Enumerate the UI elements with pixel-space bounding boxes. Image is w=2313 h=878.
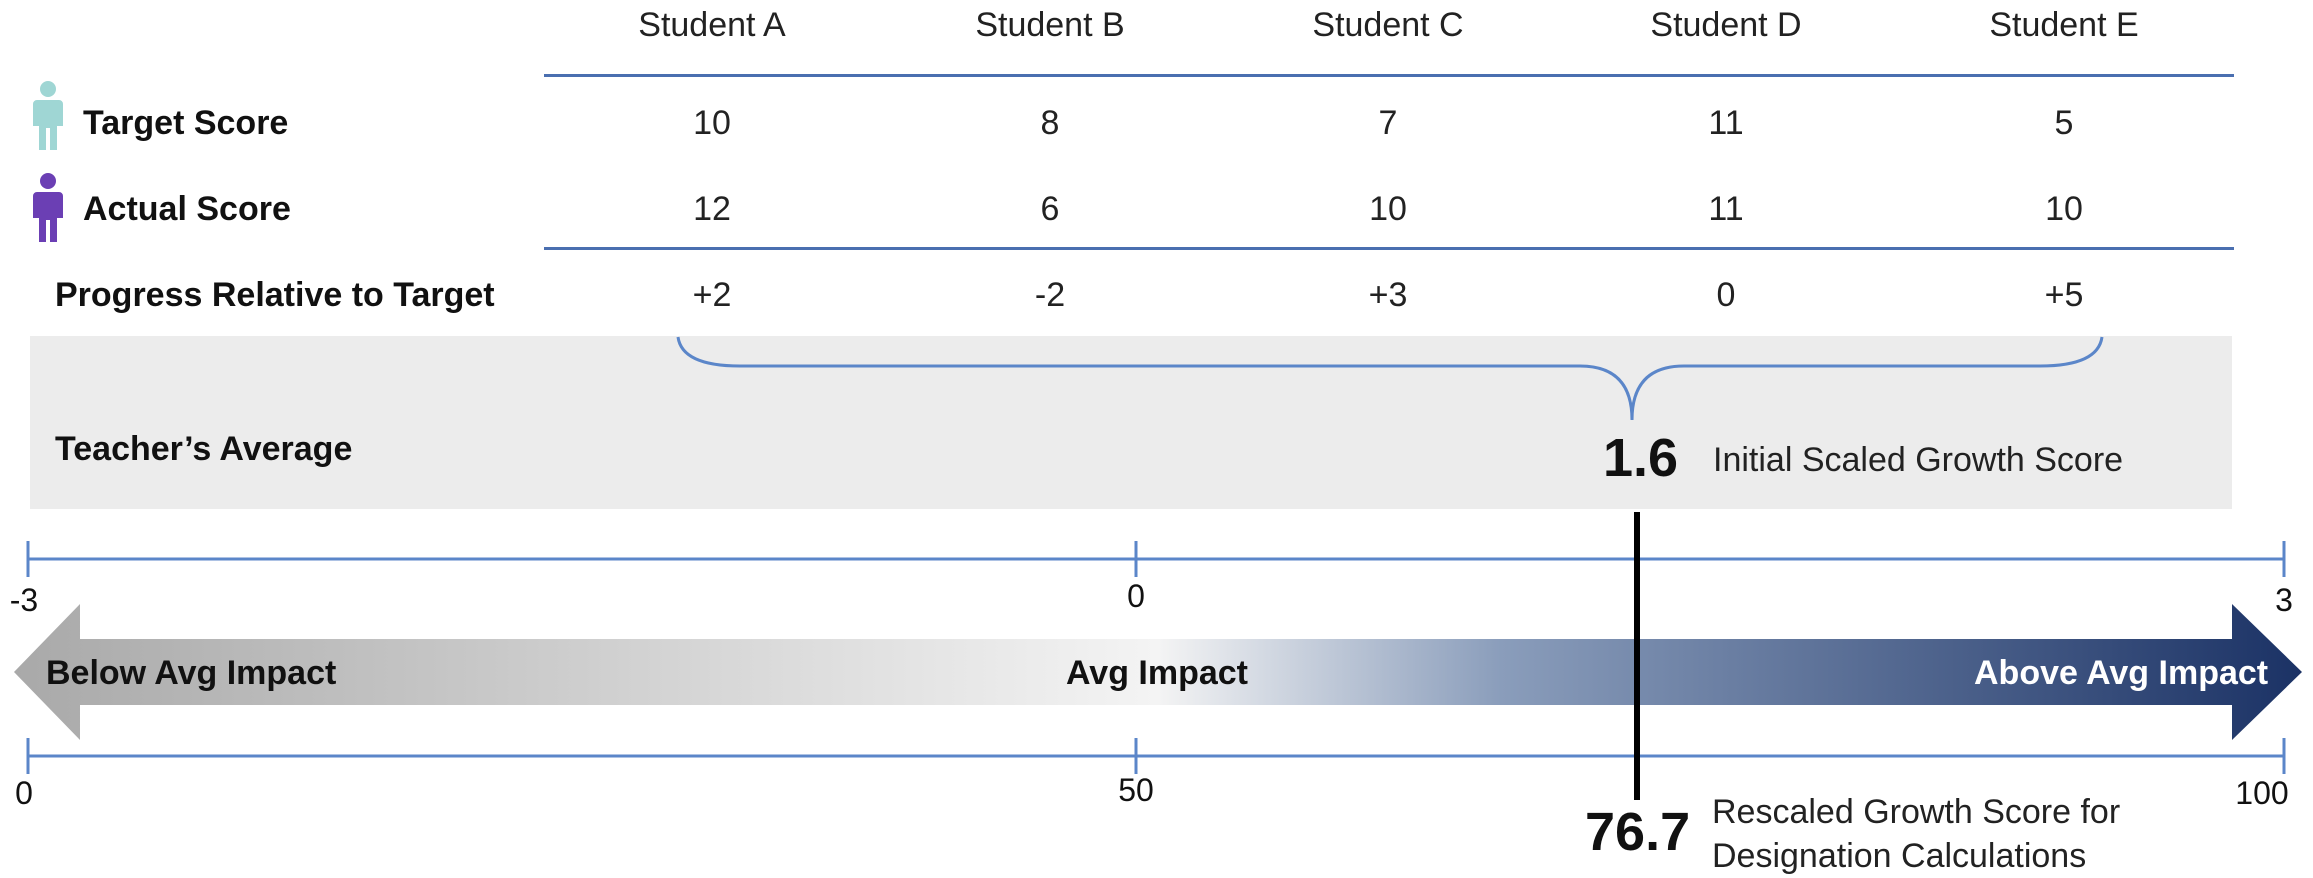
- actual-score-c: 10: [1369, 190, 1407, 228]
- column-header-student-e: Student E: [1989, 6, 2139, 44]
- target-score-label: Target Score: [83, 104, 289, 142]
- progress-d: 0: [1716, 276, 1736, 314]
- actual-score-e: 10: [2045, 190, 2083, 228]
- rescaled-score-value: 76.7: [1585, 802, 1691, 862]
- person-icon: [33, 81, 63, 150]
- top-scale-min-label: -3: [9, 582, 39, 618]
- header-rule: [544, 74, 2234, 77]
- actual-score-label: Actual Score: [83, 190, 291, 228]
- column-header-student-d: Student D: [1650, 6, 1802, 44]
- target-score-d: 11: [1708, 104, 1744, 142]
- column-header-student-a: Student A: [638, 6, 786, 44]
- progress-a: +2: [692, 276, 732, 314]
- actual-score-a: 12: [693, 190, 731, 228]
- avg-impact-label: Avg Impact: [1066, 654, 1249, 692]
- initial-score-value: 1.6: [1603, 428, 1679, 488]
- target-score-e: 5: [2054, 104, 2074, 142]
- progress-b: -2: [1034, 276, 1066, 314]
- target-score-a: 10: [693, 104, 731, 142]
- progress-c: +3: [1368, 276, 1408, 314]
- initial-score-caption: Initial Scaled Growth Score: [1713, 441, 2124, 479]
- bottom-scale-min-label: 0: [15, 775, 33, 811]
- teachers-average-label: Teacher’s Average: [55, 430, 353, 468]
- column-header-student-c: Student C: [1312, 6, 1464, 44]
- progress-label: Progress Relative to Target: [55, 276, 495, 314]
- above-avg-label: Above Avg Impact: [1974, 654, 2269, 692]
- top-scale-mid-label: 0: [1127, 578, 1145, 614]
- actual-score-b: 6: [1040, 190, 1060, 228]
- progress-e: +5: [2044, 276, 2084, 314]
- target-score-c: 7: [1378, 104, 1398, 142]
- target-score-b: 8: [1040, 104, 1060, 142]
- impact-arrow: [14, 604, 2302, 740]
- below-avg-label: Below Avg Impact: [46, 654, 337, 692]
- actual-score-d: 11: [1708, 190, 1744, 228]
- top-scale-max-label: 3: [2275, 582, 2293, 618]
- bottom-scale-max-label: 100: [2235, 775, 2289, 811]
- rescaled-caption-line2: Designation Calculations: [1712, 837, 2087, 875]
- rescaled-caption-line1: Rescaled Growth Score for: [1712, 793, 2121, 831]
- column-header-student-b: Student B: [975, 6, 1125, 44]
- person-icon: [33, 173, 63, 242]
- bottom-scale-mid-label: 50: [1118, 772, 1154, 808]
- summary-rule: [544, 247, 2234, 250]
